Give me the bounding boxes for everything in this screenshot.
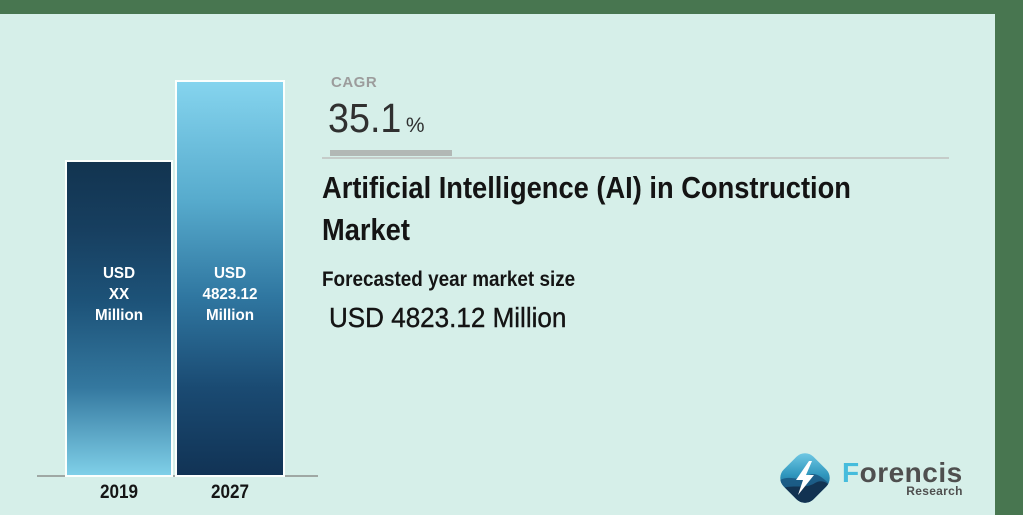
forencis-diamond-bolt-icon xyxy=(775,453,835,508)
x-tick-2027: 2027 xyxy=(210,482,250,503)
logo-brand-rest: orencis xyxy=(859,456,963,488)
x-tick-2019: 2019 xyxy=(99,482,139,503)
forecast-subtitle: Forecasted year market size xyxy=(322,268,576,291)
logo-brand-name: Forencis xyxy=(842,456,963,488)
cagr-percent-sign: % xyxy=(405,114,425,137)
bar-label-line: XX xyxy=(108,286,130,303)
bar-2019: USD XX Million xyxy=(65,160,173,477)
page-title-line2: Market xyxy=(322,212,410,247)
cagr-value: 35.1 % xyxy=(328,96,425,140)
top-accent-bar xyxy=(0,0,1023,14)
bar-2027: USD 4823.12 Million xyxy=(175,80,285,477)
logo-brand-first-letter: F xyxy=(842,456,860,488)
bar-label-line: 4823.12 xyxy=(202,286,258,303)
bar-2019-value-label: USD XX Million xyxy=(70,263,169,326)
page-title-line1: Artificial Intelligence (AI) in Construc… xyxy=(322,170,851,205)
logo-subtext: Research xyxy=(906,483,963,498)
bar-label-line: USD xyxy=(213,265,247,282)
bar-label-line: Million xyxy=(205,307,255,324)
divider-rule xyxy=(322,157,949,159)
cagr-label: CAGR xyxy=(331,74,378,91)
cagr-number: 35.1 xyxy=(328,95,402,141)
market-size-value: USD 4823.12 Million xyxy=(329,302,567,333)
bar-2027-value-label: USD 4823.12 Million xyxy=(180,263,281,326)
forencis-logo: Forencis Research xyxy=(773,446,963,510)
bar-label-line: Million xyxy=(94,307,144,324)
bar-label-line: USD xyxy=(102,265,136,282)
right-accent-bar xyxy=(995,0,1023,515)
page-title: Artificial Intelligence (AI) in Construc… xyxy=(322,167,956,251)
divider-accent-segment xyxy=(330,150,452,156)
logo-text: Forencis Research xyxy=(842,456,963,498)
